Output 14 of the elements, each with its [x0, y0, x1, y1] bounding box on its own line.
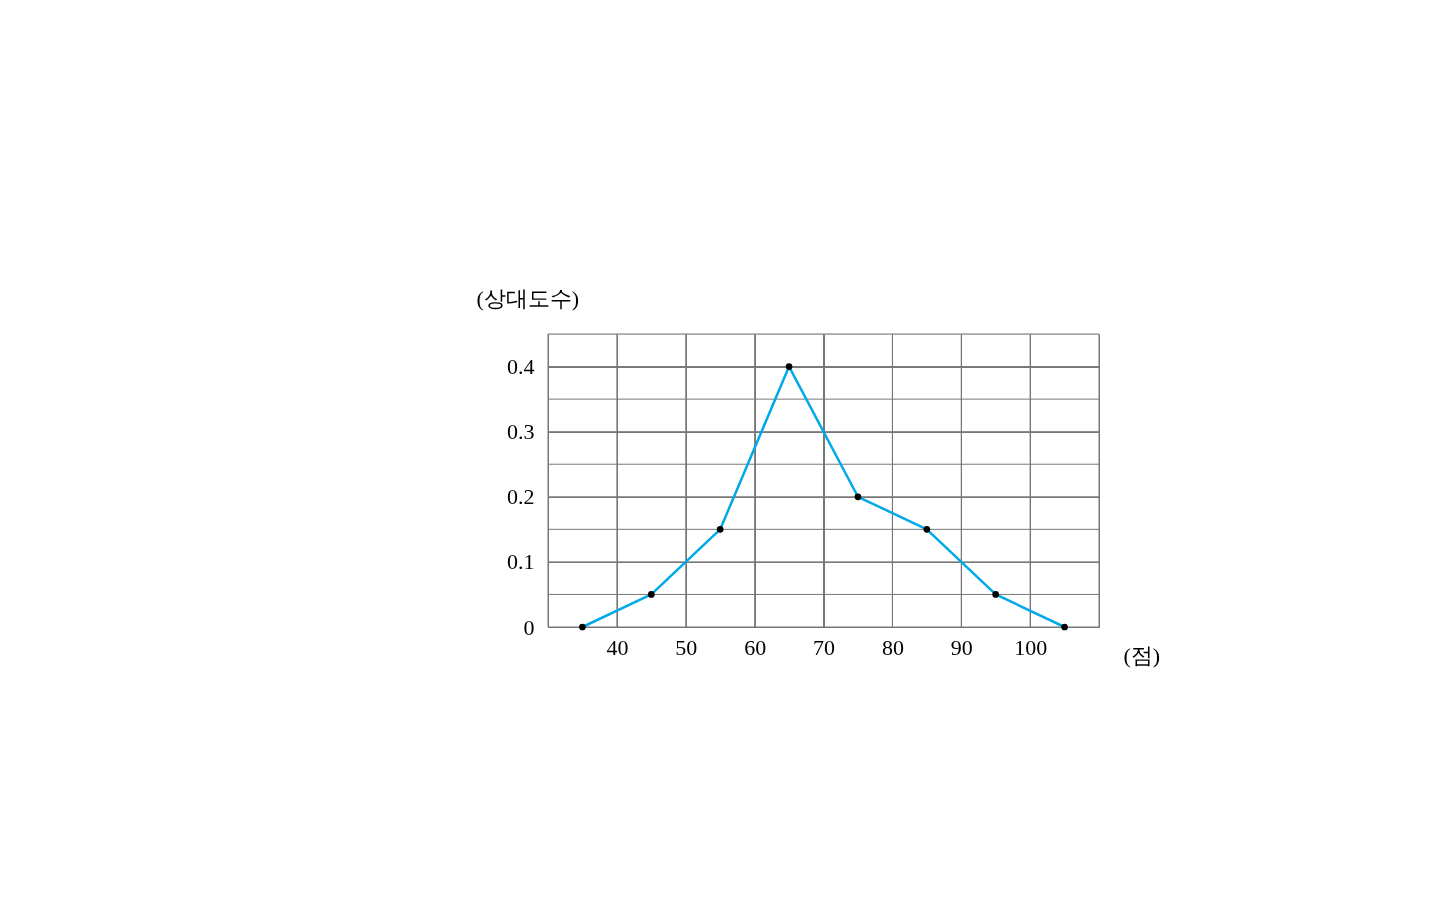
x-tick-label: 70: [813, 634, 835, 660]
y-tick-label: 0.2: [507, 484, 535, 510]
x-axis-title: (점): [1123, 642, 1161, 668]
x-tick-label: 90: [950, 634, 973, 660]
x-tick-label: 40: [606, 634, 629, 660]
y-tick-label: 0.3: [507, 419, 535, 445]
x-tick-label: 80: [881, 634, 904, 660]
y-tick-label: 0: [523, 614, 535, 640]
x-tick-label: 50: [675, 634, 698, 660]
x-tick-label: 60: [744, 634, 767, 660]
x-tick-label: 100: [1014, 634, 1048, 660]
y-axis-title: (상대도수): [476, 285, 580, 311]
y-tick-label: 0.1: [507, 549, 535, 575]
y-tick-label: 0.4: [507, 354, 535, 380]
